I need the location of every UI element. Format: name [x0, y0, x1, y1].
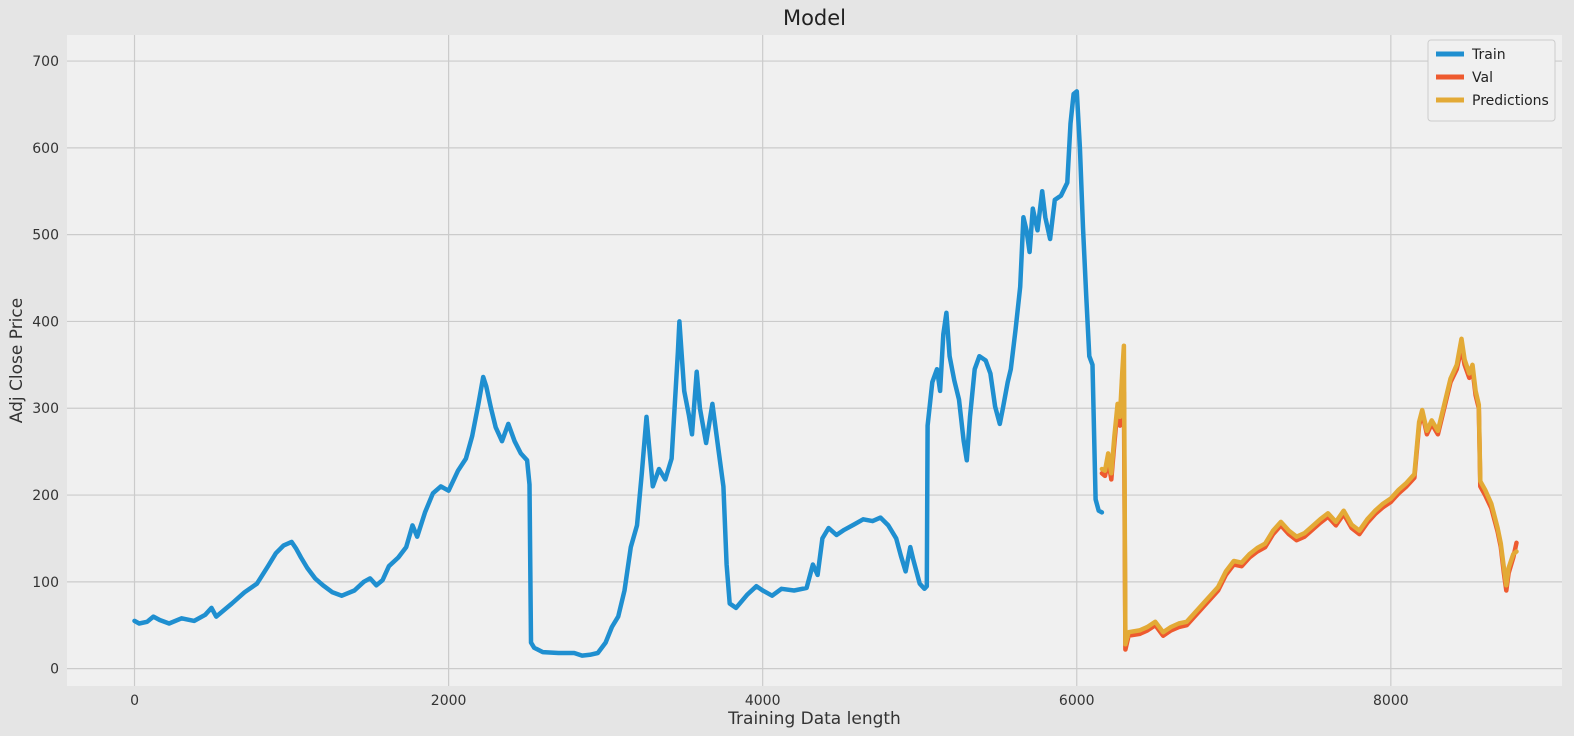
x-tick-label: 6000 — [1059, 693, 1095, 709]
y-tick-label: 600 — [32, 141, 59, 157]
y-tick-label: 100 — [32, 575, 59, 591]
y-tick-label: 0 — [50, 662, 59, 678]
x-tick-label: 8000 — [1373, 693, 1409, 709]
y-tick-label: 200 — [32, 488, 59, 504]
legend: Train Val Predictions — [1427, 39, 1556, 122]
chart-title: Model — [783, 6, 846, 30]
series-line-3 — [1099, 336, 1519, 647]
y-tick-label: 500 — [32, 228, 59, 244]
legend-items: Train Val Predictions — [1436, 47, 1549, 109]
x-tick-label: 4000 — [745, 693, 781, 709]
legend-label: Val — [1472, 70, 1493, 86]
y-tick-label: 700 — [32, 54, 59, 70]
legend-label: Train — [1471, 47, 1506, 63]
y-axis-label: Adj Close Price — [7, 298, 27, 423]
y-tick-label: 400 — [32, 314, 59, 330]
legend-label: Predictions — [1472, 93, 1549, 109]
y-tick-label: 300 — [32, 401, 59, 417]
x-tick-label: 2000 — [431, 693, 467, 709]
axis-ticks: 0 2000 4000 6000 8000 0 100 200 300 400 500 600 700 — [32, 54, 1408, 709]
series-layer — [132, 89, 1519, 658]
x-tick-label: 0 — [130, 693, 139, 709]
x-axis-label: Training Data length — [727, 709, 901, 729]
series-line-1 — [132, 89, 1105, 658]
plot-area — [67, 35, 1562, 686]
